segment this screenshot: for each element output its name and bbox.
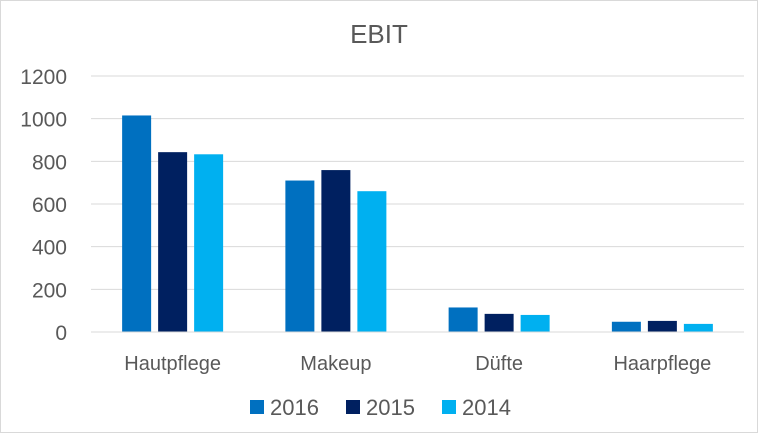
- bar-2016-Makeup: [285, 180, 315, 332]
- y-tick-label: 800: [32, 151, 67, 174]
- bar-2016-Düfte: [448, 307, 478, 332]
- legend-swatch-2014: [442, 400, 456, 414]
- bar-2016-Haarpflege: [611, 321, 641, 332]
- x-axis-ticks: Hautpflege Makeup Düfte Haarpflege: [124, 353, 711, 375]
- bar-2015-Haarpflege: [647, 320, 677, 332]
- x-tick-label: Düfte: [475, 353, 523, 375]
- gridlines: [91, 75, 744, 290]
- x-tick-label: Makeup: [300, 353, 371, 375]
- bar-2014-Hautpflege: [194, 154, 224, 332]
- y-tick-label: 200: [32, 279, 67, 302]
- bar-2015-Düfte: [484, 313, 514, 332]
- bars: [122, 115, 713, 332]
- x-tick-label: Hautpflege: [124, 353, 221, 375]
- legend-label-2014: 2014: [462, 395, 511, 420]
- legend-swatch-2015: [346, 400, 360, 414]
- bar-2016-Hautpflege: [122, 115, 152, 332]
- y-tick-label: 600: [32, 194, 67, 217]
- chart-title: EBIT: [350, 19, 408, 49]
- bar-2015-Makeup: [321, 170, 351, 332]
- legend-label-2016: 2016: [270, 395, 319, 420]
- legend: 2016 2015 2014: [250, 395, 511, 420]
- y-tick-label: 400: [32, 237, 67, 260]
- legend-swatch-2016: [250, 400, 264, 414]
- y-tick-label: 1200: [20, 66, 67, 89]
- legend-label-2015: 2015: [366, 395, 415, 420]
- y-tick-label: 1000: [20, 109, 67, 132]
- y-axis-ticks: 0 200 400 600 800 1000 1200: [20, 66, 67, 345]
- bar-2015-Hautpflege: [158, 152, 188, 332]
- x-tick-label: Haarpflege: [613, 353, 711, 375]
- bar-2014-Düfte: [520, 314, 550, 332]
- y-tick-label: 0: [55, 322, 67, 345]
- bar-2014-Haarpflege: [683, 323, 713, 332]
- bar-2014-Makeup: [357, 191, 387, 332]
